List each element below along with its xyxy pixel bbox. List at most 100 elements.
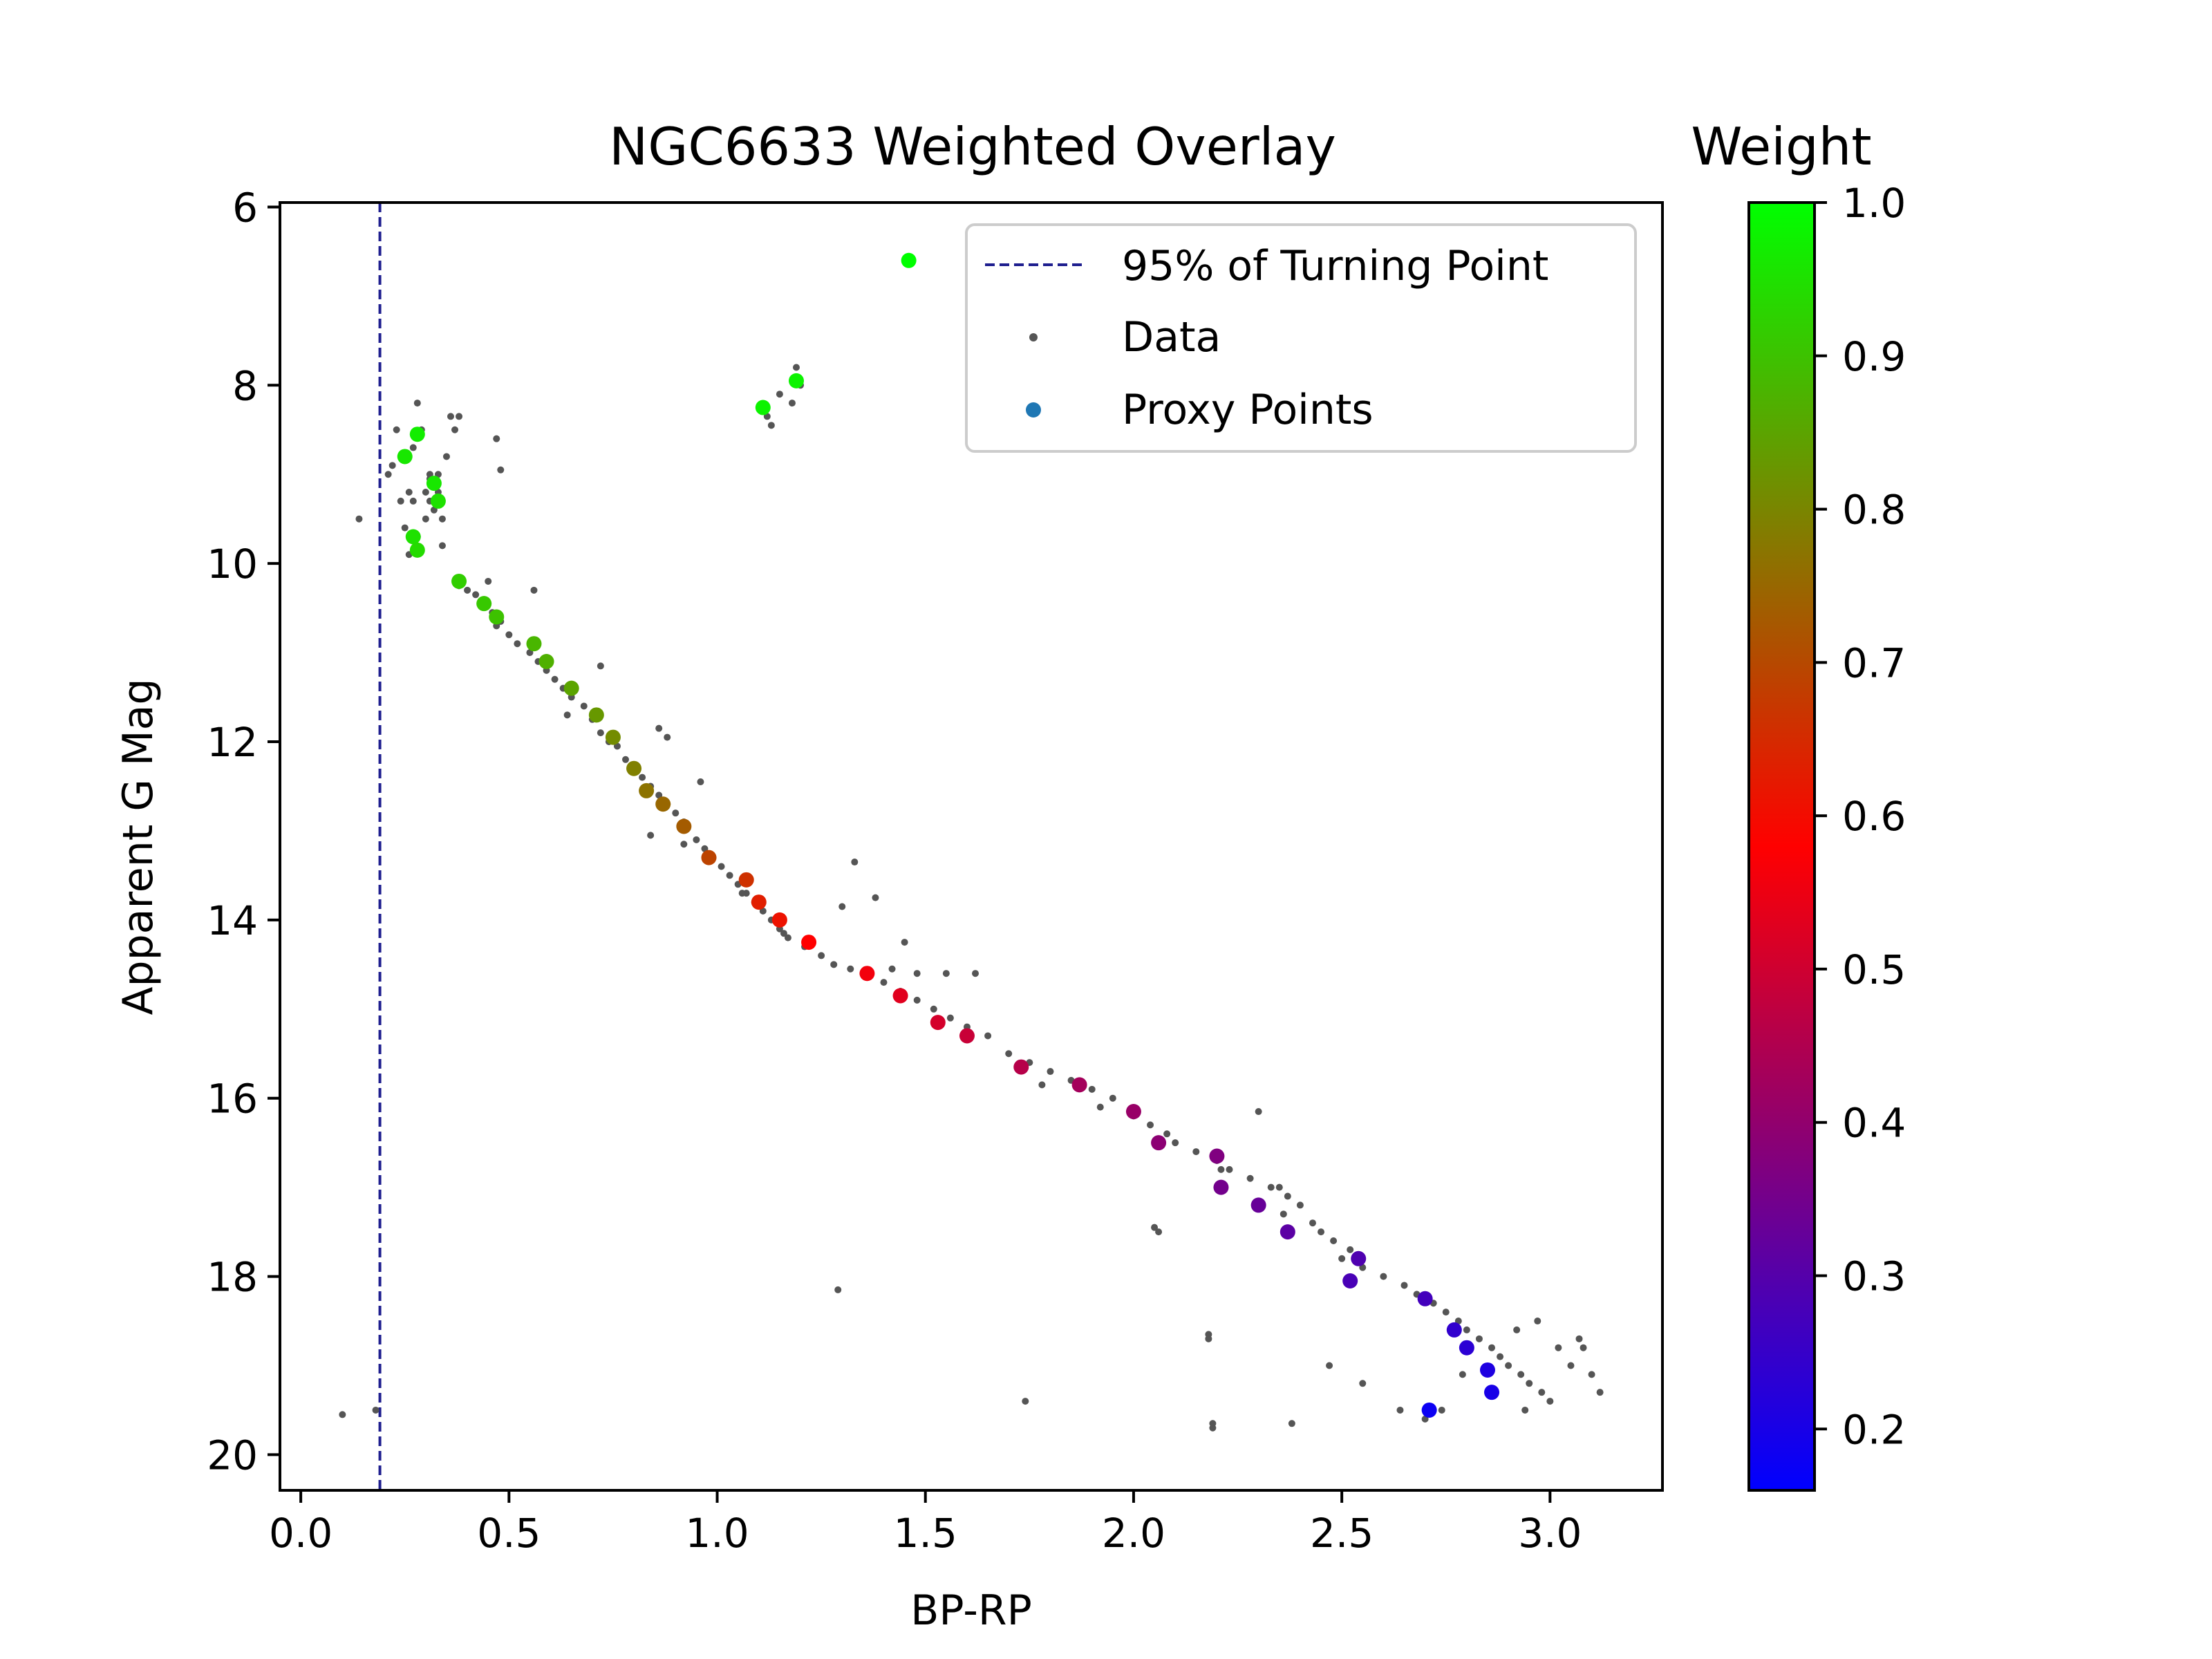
y-tick-label: 6 (232, 184, 258, 231)
data-point (1022, 1398, 1029, 1405)
colorbar-ticks: 0.2 0.3 0.4 0.5 0.6 0.7 0.8 0.9 1.0 (1815, 180, 1906, 1453)
data-point (1347, 1246, 1354, 1253)
proxy-point (930, 1015, 946, 1031)
data-point (1380, 1273, 1387, 1280)
data-point (930, 1005, 937, 1013)
data-point (397, 497, 404, 505)
proxy-point (1125, 1104, 1141, 1120)
data-point (1147, 1121, 1154, 1129)
data-point (946, 1014, 954, 1022)
data-point (1580, 1344, 1587, 1351)
y-tick-label: 20 (207, 1432, 258, 1479)
colorbar-tick-label: 0.9 (1842, 333, 1906, 380)
data-point (384, 471, 392, 478)
data-point (901, 939, 908, 946)
proxy-point (1446, 1322, 1462, 1338)
data-point (580, 702, 588, 710)
proxy-point (738, 872, 754, 888)
data-point (497, 466, 505, 474)
proxy-point (1250, 1197, 1266, 1213)
y-tick-label: 8 (232, 362, 258, 409)
proxy-point (1417, 1291, 1433, 1306)
data-point (1330, 1237, 1338, 1245)
proxy-point (563, 680, 579, 696)
data-point (388, 462, 396, 469)
data-point (1438, 1406, 1445, 1414)
data-point (1596, 1389, 1604, 1396)
legend-data-swatch (1029, 333, 1038, 341)
proxy-point (751, 894, 767, 910)
y-tick-label: 16 (207, 1076, 258, 1123)
proxy-point (1342, 1273, 1358, 1289)
proxy-point (639, 782, 655, 798)
data-point (1521, 1406, 1529, 1414)
proxy-point (1213, 1179, 1229, 1195)
y-tick-label: 18 (207, 1254, 258, 1301)
data-point (1442, 1309, 1450, 1316)
data-point (1088, 1085, 1096, 1093)
data-point (1047, 1068, 1054, 1076)
data-point (442, 453, 450, 460)
proxy-point (1013, 1059, 1029, 1075)
data-point (767, 422, 775, 429)
data-point (1192, 1148, 1200, 1156)
x-tick-label: 3.0 (1518, 1510, 1582, 1557)
y-tick-label: 14 (207, 897, 258, 944)
data-point (622, 756, 629, 763)
legend-proxy-swatch (1026, 402, 1041, 418)
proxy-point (1459, 1340, 1474, 1356)
proxy-point (588, 707, 604, 723)
proxy-point (1484, 1385, 1500, 1400)
data-point (1326, 1362, 1333, 1369)
data-point (1217, 1165, 1225, 1173)
data-point (1575, 1335, 1583, 1342)
data-point (438, 542, 446, 550)
proxy-point (755, 400, 771, 415)
data-point (639, 774, 646, 781)
data-points (339, 364, 1604, 1432)
data-point (409, 444, 417, 451)
proxy-point (451, 573, 467, 589)
data-point (372, 1406, 379, 1414)
data-point (664, 733, 671, 741)
data-point (792, 364, 800, 371)
colorbar-tick-label: 0.7 (1842, 639, 1906, 686)
data-point (738, 890, 746, 897)
proxy-point (771, 912, 787, 928)
proxy-point (959, 1028, 975, 1044)
proxy-point (538, 653, 554, 669)
data-point (1463, 1326, 1470, 1333)
data-point (1400, 1282, 1408, 1289)
colorbar: Weight 0.2 0.3 0.4 0.5 0.6 0.7 0.8 0.9 1.0 (1691, 116, 1906, 1492)
legend-label-data: Data (1122, 313, 1221, 362)
legend: 95% of Turning Point Data Proxy Points (965, 223, 1637, 453)
proxy-point (788, 373, 804, 388)
y-tick-label: 12 (207, 719, 258, 766)
proxy-point (409, 427, 425, 442)
data-point (514, 640, 521, 648)
colorbar-tick-label: 0.4 (1842, 1100, 1906, 1147)
data-point (888, 965, 896, 973)
data-point (1318, 1228, 1325, 1236)
data-point (1396, 1406, 1404, 1414)
data-point (1513, 1326, 1521, 1333)
data-point (1267, 1183, 1275, 1191)
data-point (838, 903, 846, 910)
proxy-point (1351, 1250, 1367, 1266)
data-point (655, 724, 663, 732)
x-tick-label: 0.5 (477, 1510, 541, 1557)
data-point (597, 729, 604, 737)
data-point (984, 1032, 992, 1040)
data-point (726, 872, 733, 879)
colorbar-tick-label: 0.2 (1842, 1406, 1906, 1453)
data-point (447, 413, 454, 420)
data-point (1209, 1420, 1217, 1427)
y-axis-label: Apparent G Mag (114, 678, 162, 1015)
data-point (1280, 1210, 1287, 1218)
data-point (1155, 1228, 1163, 1236)
data-point (409, 497, 417, 505)
data-point (672, 809, 679, 817)
data-point (1517, 1371, 1525, 1378)
data-point (913, 996, 921, 1004)
